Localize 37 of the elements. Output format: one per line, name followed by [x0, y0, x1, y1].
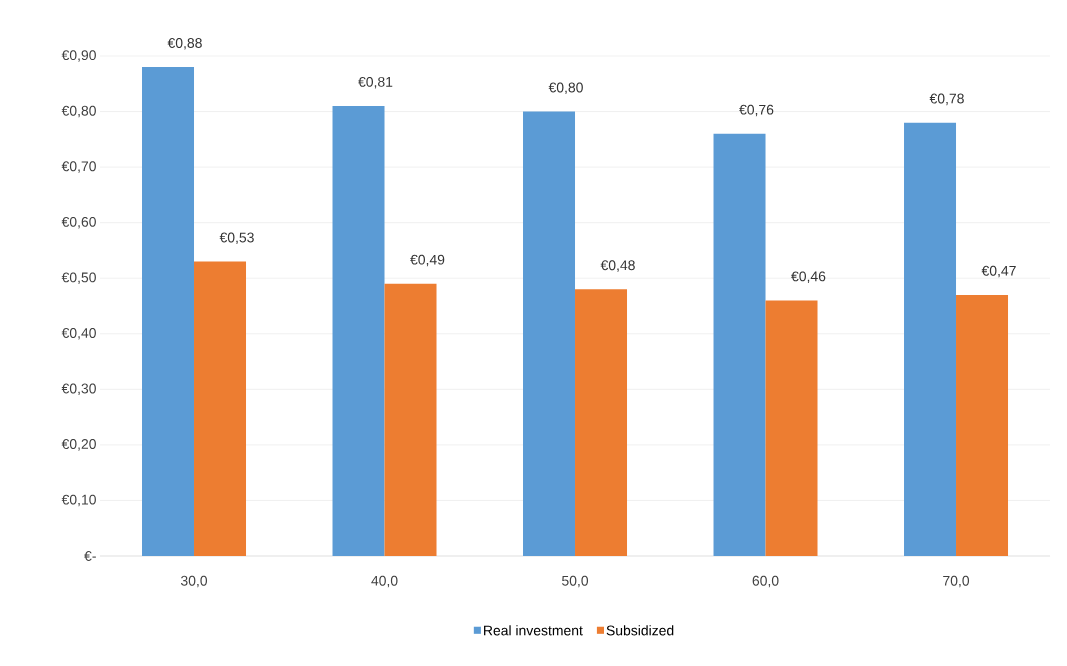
bar [523, 111, 576, 556]
data-label: €0,78 [929, 93, 964, 106]
bar [904, 122, 957, 556]
y-tick-label: €0,90 [61, 50, 96, 62]
y-tick-label: €0,30 [61, 383, 96, 396]
data-label: €0,80 [548, 82, 583, 95]
bar [384, 283, 437, 556]
y-tick-label: €0,10 [61, 494, 96, 507]
data-label: €0,53 [219, 232, 254, 245]
bar [575, 289, 628, 556]
bar [956, 294, 1009, 556]
x-tick-label: 50,0 [562, 575, 589, 588]
y-tick-label: €0,40 [61, 328, 96, 340]
data-label: €0,48 [600, 260, 635, 272]
data-label: €0,47 [981, 265, 1016, 278]
legend-label: Subsidized [606, 625, 674, 636]
data-label: €0,49 [410, 254, 445, 267]
bar [194, 261, 247, 556]
x-tick-label: 60,0 [752, 575, 779, 588]
y-tick-label: €0,50 [61, 272, 96, 284]
x-tick-label: 70,0 [943, 575, 970, 588]
data-label: €0,81 [358, 76, 393, 89]
bar [332, 106, 385, 556]
x-tick-label: 30,0 [180, 575, 208, 588]
data-label: €0,76 [739, 104, 774, 117]
data-label: €0,46 [791, 271, 826, 283]
legend-label: Real investment [484, 625, 583, 636]
y-tick-label: €0,80 [61, 105, 96, 118]
bar [765, 300, 818, 556]
bar [713, 133, 766, 556]
y-tick-label: €0,70 [61, 161, 96, 173]
y-tick-label: €0,20 [61, 439, 96, 451]
y-tick-label: €- [84, 551, 96, 561]
y-tick-label: €0,60 [61, 216, 96, 229]
data-label: €0,88 [167, 38, 202, 50]
x-tick-label: 40,0 [371, 575, 398, 588]
bar [142, 67, 195, 556]
